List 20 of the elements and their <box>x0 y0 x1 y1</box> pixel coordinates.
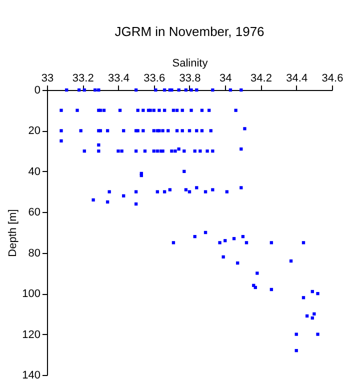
x-tick-label: 33 <box>41 72 54 84</box>
chart-title: JGRM in November, 1976 <box>114 24 264 39</box>
x-tick-label: 33.4 <box>108 72 130 84</box>
y-axis-title: Depth [m] <box>7 209 20 257</box>
x-tick-label: 34.4 <box>286 72 308 84</box>
x-tick-label: 34.2 <box>250 72 272 84</box>
y-tick-label: 100 <box>22 288 40 300</box>
x-tick-label: 33.6 <box>144 72 166 84</box>
x-axis-title: Salinity <box>172 58 208 70</box>
x-tick-label: 33.2 <box>72 72 94 84</box>
x-tick-label: 34 <box>220 72 232 84</box>
y-tick-label: 20 <box>28 125 40 138</box>
y-tick-label: 140 <box>22 370 40 382</box>
x-tick-label: 33.8 <box>179 72 201 84</box>
y-tick-label: 60 <box>28 206 40 219</box>
y-tick-label: 40 <box>28 166 40 178</box>
x-tick-label: 34.6 <box>322 72 344 84</box>
y-tick-label: 120 <box>22 328 40 341</box>
y-tick-label: 80 <box>28 247 40 260</box>
y-tick-label: 0 <box>34 84 40 96</box>
